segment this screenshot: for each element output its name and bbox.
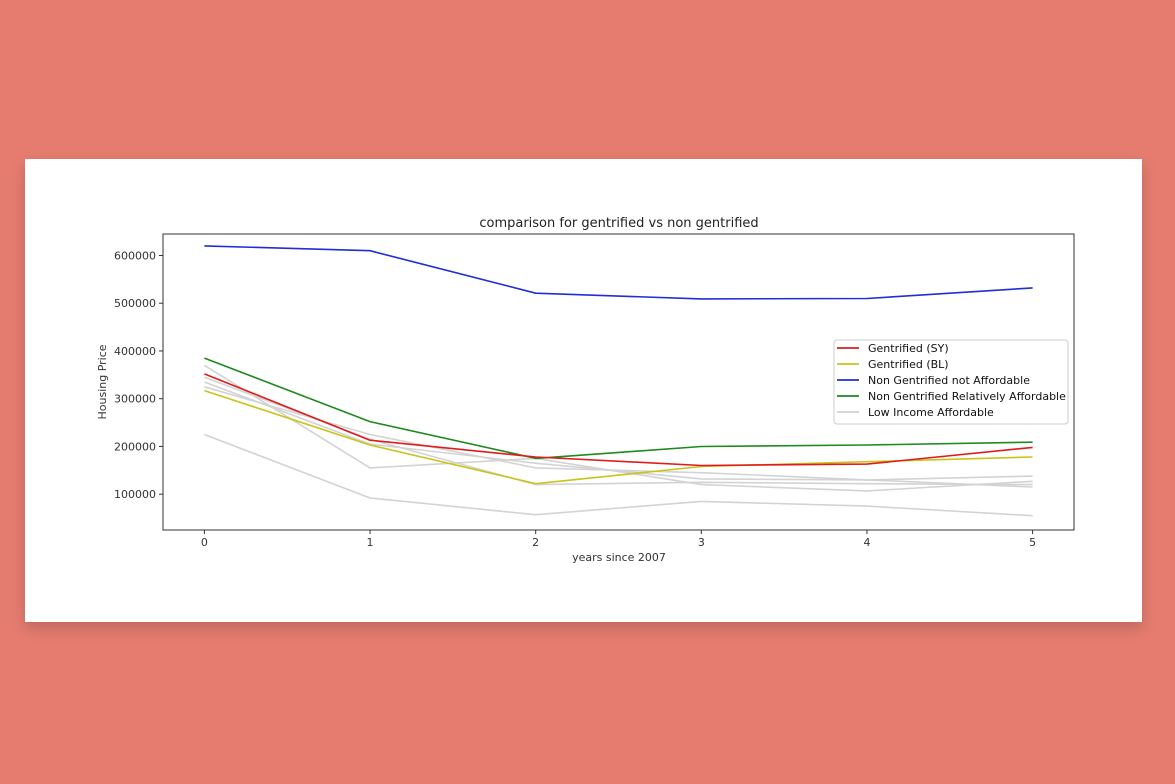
plot-area-frame xyxy=(162,233,1075,531)
x-tick-label-2: 2 xyxy=(532,536,539,549)
legend-label-2: Non Gentrified not Affordable xyxy=(868,374,1030,387)
x-tick-label-5: 5 xyxy=(1029,536,1036,549)
y-tick-label-4: 500000 xyxy=(114,297,156,310)
series-line-5 xyxy=(204,245,1033,300)
series-line-8 xyxy=(204,373,1033,467)
y-tick-label-3: 400000 xyxy=(114,345,156,358)
line-chart: comparison for gentrified vs non gentrif… xyxy=(96,216,1075,564)
y-tick-label-1: 200000 xyxy=(114,440,156,453)
series-line-6 xyxy=(204,357,1033,460)
legend-label-3: Non Gentrified Relatively Affordable xyxy=(868,390,1066,403)
legend-label-1: Gentrified (BL) xyxy=(868,358,949,371)
chart-title: comparison for gentrified vs non gentrif… xyxy=(479,216,758,231)
series-line-3 xyxy=(204,381,1033,481)
x-axis-title: years since 2007 xyxy=(572,551,666,564)
legend-box xyxy=(833,339,1069,425)
x-tick-label-0: 0 xyxy=(201,536,208,549)
y-tick-label-2: 300000 xyxy=(114,393,156,406)
y-tick-label-0: 100000 xyxy=(114,488,156,501)
series-line-0 xyxy=(204,433,1033,517)
x-tick-label-1: 1 xyxy=(367,536,374,549)
y-axis-title: Housing Price xyxy=(96,344,109,419)
y-axis: 100000 200000 300000 400000 500000 600000 xyxy=(114,249,163,501)
series-layer xyxy=(203,245,1033,517)
x-tick-label-4: 4 xyxy=(863,536,870,549)
chart-card: comparison for gentrified vs non gentrif… xyxy=(25,159,1142,622)
y-tick-label-5: 600000 xyxy=(114,249,156,262)
x-axis: 0 1 2 3 4 5 xyxy=(201,530,1036,549)
legend: Gentrified (SY) Gentrified (BL) Non Gentri… xyxy=(833,339,1069,425)
legend-label-4: Low Income Affordable xyxy=(868,406,994,419)
legend-label-0: Gentrified (SY) xyxy=(868,342,949,355)
x-tick-label-3: 3 xyxy=(698,536,705,549)
